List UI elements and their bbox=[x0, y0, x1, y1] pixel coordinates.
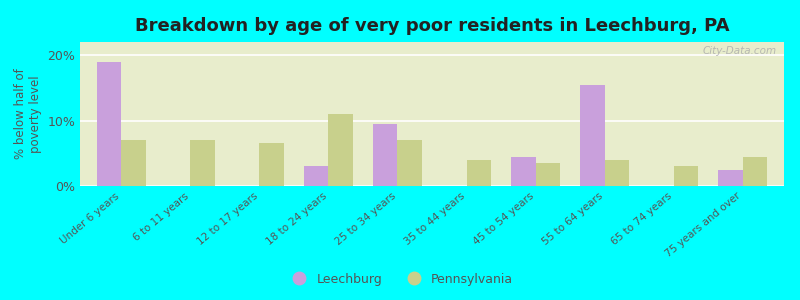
Bar bbox=[98, 61, 122, 186]
Bar bbox=[580, 85, 605, 186]
Bar bbox=[122, 140, 146, 186]
Bar bbox=[605, 160, 629, 186]
Bar bbox=[535, 163, 560, 186]
Bar bbox=[718, 169, 742, 186]
Bar bbox=[742, 157, 766, 186]
Bar bbox=[398, 140, 422, 186]
Legend: Leechburg, Pennsylvania: Leechburg, Pennsylvania bbox=[282, 268, 518, 291]
Bar bbox=[511, 157, 535, 186]
Bar bbox=[374, 124, 398, 186]
Bar bbox=[329, 114, 353, 186]
Y-axis label: % below half of
poverty level: % below half of poverty level bbox=[14, 69, 42, 159]
Text: City-Data.com: City-Data.com bbox=[703, 46, 777, 56]
Bar bbox=[674, 167, 698, 186]
Bar bbox=[466, 160, 490, 186]
Bar bbox=[259, 143, 284, 186]
Bar bbox=[304, 167, 329, 186]
Title: Breakdown by age of very poor residents in Leechburg, PA: Breakdown by age of very poor residents … bbox=[134, 17, 730, 35]
Bar bbox=[190, 140, 214, 186]
